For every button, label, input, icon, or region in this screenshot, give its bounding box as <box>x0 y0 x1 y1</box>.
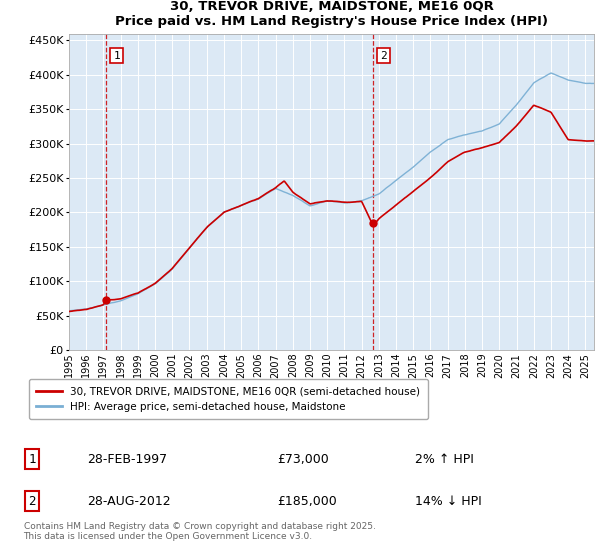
Text: Contains HM Land Registry data © Crown copyright and database right 2025.
This d: Contains HM Land Registry data © Crown c… <box>23 522 376 541</box>
Text: 1: 1 <box>113 50 120 60</box>
Text: 2% ↑ HPI: 2% ↑ HPI <box>415 452 474 465</box>
Text: 28-AUG-2012: 28-AUG-2012 <box>87 495 170 508</box>
Legend: 30, TREVOR DRIVE, MAIDSTONE, ME16 0QR (semi-detached house), HPI: Average price,: 30, TREVOR DRIVE, MAIDSTONE, ME16 0QR (s… <box>29 379 428 419</box>
Text: 2: 2 <box>380 50 387 60</box>
Text: 1: 1 <box>28 452 36 465</box>
Text: 28-FEB-1997: 28-FEB-1997 <box>87 452 167 465</box>
Text: 2: 2 <box>28 495 36 508</box>
Title: 30, TREVOR DRIVE, MAIDSTONE, ME16 0QR
Price paid vs. HM Land Registry's House Pr: 30, TREVOR DRIVE, MAIDSTONE, ME16 0QR Pr… <box>115 0 548 28</box>
Text: 14% ↓ HPI: 14% ↓ HPI <box>415 495 482 508</box>
Text: £185,000: £185,000 <box>277 495 337 508</box>
Text: £73,000: £73,000 <box>277 452 329 465</box>
